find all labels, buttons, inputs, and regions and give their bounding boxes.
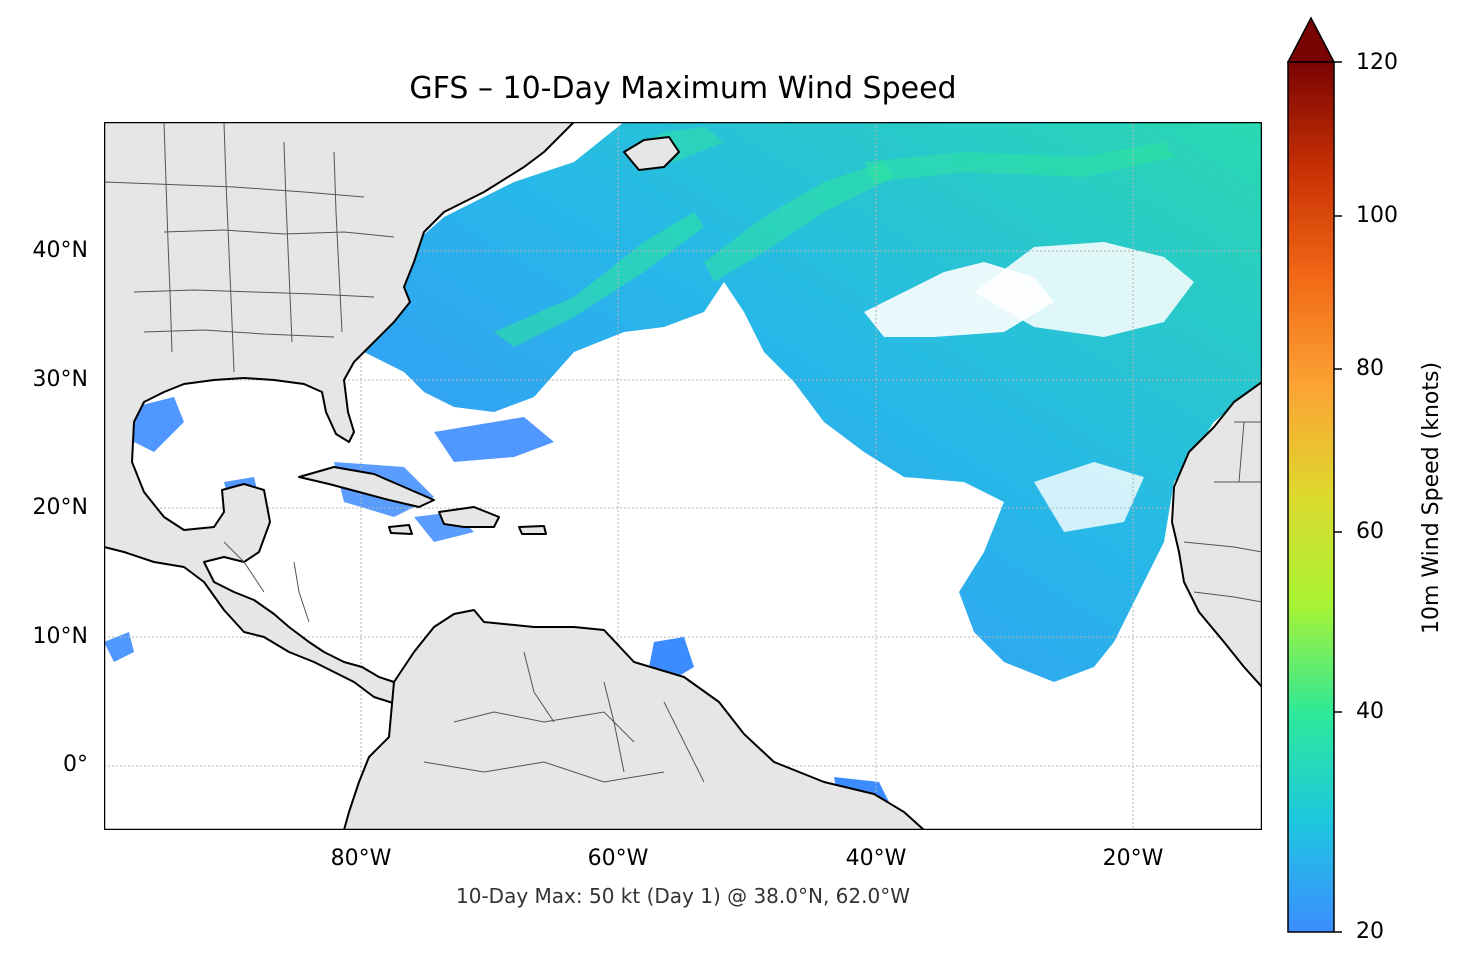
colorbar-tick-120: 120 [1356, 50, 1398, 75]
lat-label-0: 0° [63, 752, 88, 777]
lat-label-10n: 10°N [32, 624, 88, 649]
wind-field [104, 122, 1262, 822]
colorbar [1286, 16, 1342, 933]
colorbar-tick-60: 60 [1356, 519, 1384, 544]
max-wind-footnote: 10-Day Max: 50 kt (Day 1) @ 38.0°N, 62.0… [456, 884, 910, 908]
land [104, 122, 1262, 830]
lat-label-30n: 30°N [32, 367, 88, 392]
lat-label-40n: 40°N [32, 238, 88, 263]
lon-label-40w: 40°W [845, 846, 907, 871]
colorbar-tick-80: 80 [1356, 356, 1384, 381]
hispaniola [438, 506, 500, 528]
colorbar-gradient [1287, 61, 1335, 933]
colorbar-label: 10m Wind Speed (knots) [1419, 361, 1444, 635]
colorbar-tick-20: 20 [1356, 919, 1384, 944]
lon-label-60w: 60°W [587, 846, 649, 871]
west-africa [1171, 381, 1262, 688]
colorbar-extend-arrow [1286, 16, 1336, 63]
south-america [343, 609, 925, 830]
chart-title: GFS – 10-Day Maximum Wind Speed [409, 71, 957, 106]
colorbar-tick-40: 40 [1356, 699, 1384, 724]
puerto-rico [518, 525, 547, 535]
cuba [298, 466, 435, 508]
wind-speed-map[interactable] [104, 122, 1262, 830]
colorbar-tick-100: 100 [1356, 203, 1398, 228]
north-america [104, 122, 575, 705]
newfoundland [623, 136, 680, 171]
lat-label-20n: 20°N [32, 495, 88, 520]
lon-label-20w: 20°W [1102, 846, 1164, 871]
borders [104, 122, 1262, 783]
jamaica [388, 524, 413, 535]
lon-label-80w: 80°W [330, 846, 392, 871]
